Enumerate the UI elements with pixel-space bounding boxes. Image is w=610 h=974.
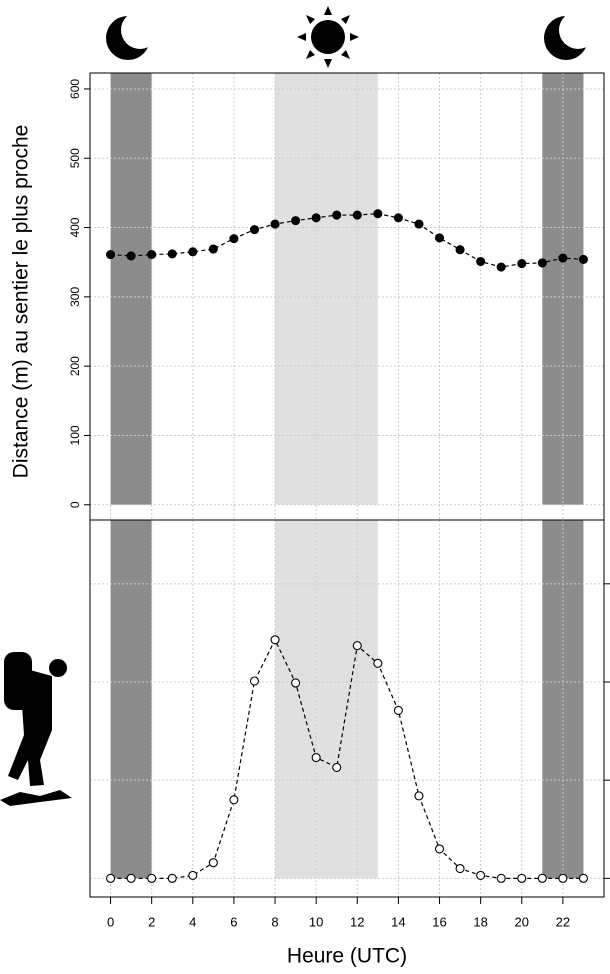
data-point [558,873,568,883]
shaded-region [542,520,584,879]
data-point [229,234,239,244]
panel-frame [89,519,605,898]
data-point [393,213,403,223]
data-point [249,225,260,235]
y-tick-label: 500 [68,148,82,168]
data-point [496,873,506,883]
shaded-region [110,73,152,505]
data-point [434,233,445,243]
data-point [537,258,547,268]
data-point [476,870,486,880]
x-tick-label: 22 [556,914,570,929]
data-point [311,753,321,763]
data-point [167,249,177,259]
x-tick-label: 10 [309,914,323,929]
x-tick-label: 2 [148,914,155,929]
data-point [249,676,260,686]
data-point [147,250,157,260]
data-point [311,213,321,223]
data-point [393,705,403,716]
y-tick-label: 600 [68,79,82,99]
y-tick-label: 100 [68,425,82,445]
data-point [537,873,547,883]
data-point [373,209,383,219]
x-tick-label: 16 [432,914,446,929]
data-point [208,858,218,868]
shaded-region [275,520,378,879]
data-point [414,791,424,801]
data-point [106,250,116,260]
data-point [291,678,301,688]
shaded-region [110,520,152,879]
data-point [496,262,506,272]
data-point [352,641,362,651]
data-point [517,873,527,883]
data-point [578,254,588,264]
data-point [455,245,465,255]
y-tick-label: 200 [68,356,82,376]
moon-icon [544,11,597,60]
data-point [167,873,177,883]
y-axis-label: Distance (m) au sentier le plus proche [10,125,33,479]
x-tick-label: 20 [515,914,529,929]
data-point [147,873,157,883]
data-point [517,259,527,269]
x-tick-label: 4 [189,914,196,929]
x-tick-label: 12 [350,914,364,929]
data-point [476,256,486,267]
data-point [434,844,445,854]
data-point [229,795,239,805]
data-point [270,635,280,645]
data-point [270,219,280,229]
data-point [106,873,116,883]
y-tick-label: 0 [68,501,82,508]
moon-icon [106,11,159,60]
y-tick-label: 300 [68,287,82,307]
data-point [352,210,362,220]
x-tick-label: 6 [230,914,237,929]
data-point [373,658,383,668]
x-tick-label: 14 [391,914,405,929]
data-point [578,873,588,883]
data-point [332,210,342,220]
data-point [208,244,218,254]
x-tick-label: 8 [271,914,278,929]
data-point [126,873,136,883]
shaded-region [275,73,378,505]
y-tick-label: 400 [68,217,82,237]
hiker-icon [0,652,72,806]
data-point [188,247,198,257]
data-point [291,216,301,226]
data-point [332,762,342,772]
x-tick-label: 18 [473,914,487,929]
data-point [414,219,424,229]
data-point [188,870,198,880]
data-point [558,253,568,263]
shaded-region [542,73,584,505]
data-point [455,863,465,874]
sun-icon [297,6,359,68]
data-point [126,251,136,261]
x-tick-label: 0 [107,914,114,929]
x-axis-label: Heure (UTC) [287,945,407,968]
